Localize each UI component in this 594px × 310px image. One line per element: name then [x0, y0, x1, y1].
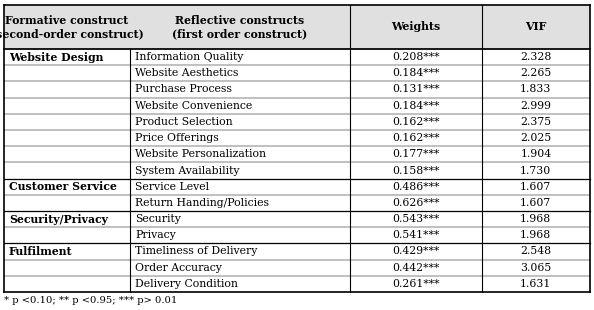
- Text: Product Selection: Product Selection: [135, 117, 233, 127]
- Text: 2.999: 2.999: [520, 101, 551, 111]
- Text: Website Design: Website Design: [9, 51, 103, 63]
- Text: Order Accuracy: Order Accuracy: [135, 263, 222, 273]
- Text: Information Quality: Information Quality: [135, 52, 244, 62]
- Text: 0.543***: 0.543***: [392, 214, 440, 224]
- Text: Delivery Condition: Delivery Condition: [135, 279, 238, 289]
- Text: Website Personalization: Website Personalization: [135, 149, 266, 159]
- Text: 0.184***: 0.184***: [392, 68, 440, 78]
- Text: 2.328: 2.328: [520, 52, 551, 62]
- Text: 0.626***: 0.626***: [392, 198, 440, 208]
- Text: Fulfilment: Fulfilment: [9, 246, 72, 257]
- Text: 0.208***: 0.208***: [392, 52, 440, 62]
- Text: System Availability: System Availability: [135, 166, 239, 175]
- Text: 0.442***: 0.442***: [392, 263, 440, 273]
- Text: Security/Privacy: Security/Privacy: [9, 214, 108, 225]
- Text: * p <0.10; ** p <0.95; *** p> 0.01: * p <0.10; ** p <0.95; *** p> 0.01: [4, 296, 178, 305]
- Text: 1.904: 1.904: [520, 149, 551, 159]
- Text: 2.548: 2.548: [520, 246, 551, 256]
- Text: 1.968: 1.968: [520, 230, 551, 240]
- Text: 0.261***: 0.261***: [392, 279, 440, 289]
- Text: 0.162***: 0.162***: [392, 133, 440, 143]
- Text: Price Offerings: Price Offerings: [135, 133, 219, 143]
- Text: Website Convenience: Website Convenience: [135, 101, 252, 111]
- Text: Return Handing/Policies: Return Handing/Policies: [135, 198, 269, 208]
- Text: 0.486***: 0.486***: [392, 182, 440, 192]
- Text: 1.968: 1.968: [520, 214, 551, 224]
- Text: 0.162***: 0.162***: [392, 117, 440, 127]
- Text: 1.730: 1.730: [520, 166, 551, 175]
- Text: 1.631: 1.631: [520, 279, 551, 289]
- Text: Service Level: Service Level: [135, 182, 209, 192]
- Text: VIF: VIF: [525, 21, 546, 33]
- Text: 1.607: 1.607: [520, 198, 551, 208]
- Text: Purchase Process: Purchase Process: [135, 85, 232, 95]
- Text: 0.184***: 0.184***: [392, 101, 440, 111]
- Text: 0.158***: 0.158***: [392, 166, 440, 175]
- Text: 3.065: 3.065: [520, 263, 551, 273]
- Text: 0.541***: 0.541***: [392, 230, 440, 240]
- Text: 0.429***: 0.429***: [392, 246, 440, 256]
- Text: Security: Security: [135, 214, 181, 224]
- Bar: [4, 5, 590, 49]
- Text: Weights: Weights: [391, 21, 440, 33]
- Text: 2.025: 2.025: [520, 133, 551, 143]
- Text: 2.375: 2.375: [520, 117, 551, 127]
- Text: 1.607: 1.607: [520, 182, 551, 192]
- Text: 0.131***: 0.131***: [392, 85, 440, 95]
- Text: 1.833: 1.833: [520, 85, 551, 95]
- Text: 0.177***: 0.177***: [392, 149, 440, 159]
- Text: Formative construct
(second-order construct): Formative construct (second-order constr…: [0, 15, 143, 39]
- Text: Website Aesthetics: Website Aesthetics: [135, 68, 238, 78]
- Text: 2.265: 2.265: [520, 68, 551, 78]
- Text: Timeliness of Delivery: Timeliness of Delivery: [135, 246, 257, 256]
- Text: Reflective constructs
(first order construct): Reflective constructs (first order const…: [172, 15, 308, 39]
- Text: Privacy: Privacy: [135, 230, 176, 240]
- Text: Customer Service: Customer Service: [9, 181, 117, 192]
